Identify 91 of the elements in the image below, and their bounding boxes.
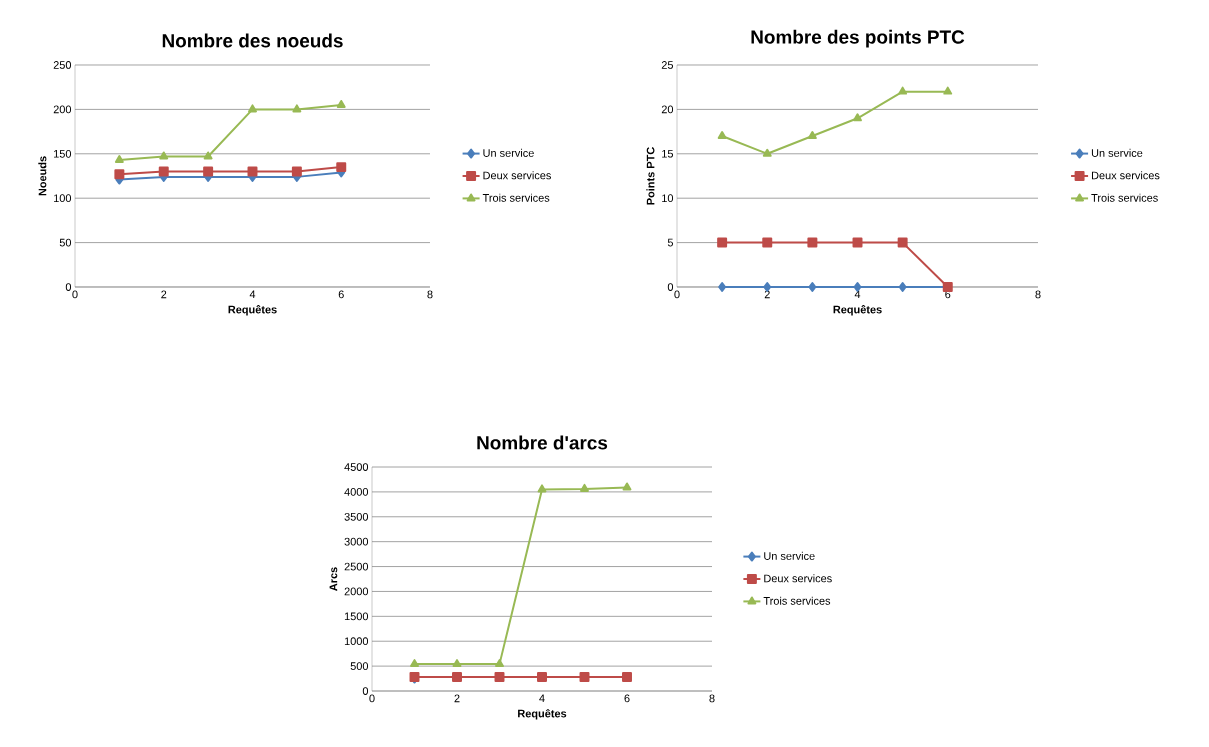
point [495,659,504,668]
y-tick-label: 2500 [344,562,369,571]
point [292,104,302,113]
x-axis-title: Requêtes [228,305,277,316]
legend-label: Trois services [763,596,831,605]
point [718,282,727,292]
x-axis-title: Requêtes [833,305,882,316]
point [943,86,953,95]
x-tick-label: 2 [764,290,770,299]
point [291,166,302,177]
y-tick-label: 25 [661,61,674,69]
y-tick-label: 10 [662,194,674,203]
y-tick-label: 3000 [344,537,369,546]
y-tick-label: 150 [54,149,72,158]
y-tick-label: 4500 [344,463,369,471]
legend-label: Un service [483,148,534,157]
point [762,148,772,157]
legend-label: Deux services [1091,171,1160,180]
x-tick-label: 4 [249,290,256,299]
x-tick-label: 6 [624,694,630,703]
point [452,672,462,683]
x-tick-label: 0 [369,694,375,703]
y-tick-label: 3500 [344,512,369,521]
y-tick-label: 500 [350,662,369,670]
point [410,659,419,668]
y-tick-label: 15 [662,149,674,158]
legend-label: Trois services [482,193,550,202]
point [114,155,124,163]
point [247,166,258,177]
point [494,672,505,683]
y-tick-label: 2000 [344,587,369,596]
point [203,166,214,177]
point [336,162,347,173]
y-tick-label: 100 [54,194,72,203]
y-tick-label: 50 [59,238,72,247]
x-tick-label: 2 [454,694,460,703]
x-tick-label: 8 [427,290,433,299]
point [897,237,908,248]
y-tick-label: 1500 [344,612,369,621]
y-tick-label: 1000 [344,637,369,646]
y-axis-title: Points PTC [646,147,655,205]
x-tick-label: 0 [674,290,680,299]
point [898,86,908,95]
y-tick-label: 0 [362,687,369,695]
point [336,99,346,108]
point [762,237,773,248]
point [717,237,728,248]
point [159,151,169,160]
y-axis-title: Noeuds [38,156,47,196]
x-axis-title: Requêtes [518,709,567,720]
point [580,483,589,492]
point [537,484,547,493]
legend-label: Deux services [764,574,832,583]
legend-label: Deux services [483,171,551,180]
point [114,169,125,180]
x-tick-label: 0 [72,290,78,299]
point [807,131,817,140]
point [452,659,462,668]
chart-title: Nombre des points PTC [751,29,965,48]
y-tick-label: 0 [667,283,674,291]
point [852,237,863,248]
x-tick-label: 6 [338,290,344,299]
x-tick-label: 8 [709,694,715,703]
point [248,104,257,113]
x-tick-label: 2 [161,290,167,299]
y-tick-label: 5 [667,238,674,247]
x-tick-label: 4 [854,290,861,299]
y-tick-label: 0 [65,283,72,291]
y-tick-label: 200 [53,105,72,114]
chart-title: Nombre d'arcs [477,435,608,450]
legend-label: Un service [764,551,815,560]
point [537,672,547,683]
x-tick-label: 8 [1035,290,1041,299]
point [717,131,727,140]
point [898,282,907,292]
point [203,151,213,160]
point [158,166,169,177]
point [622,482,632,491]
y-axis-title: Arcs [329,567,338,591]
y-tick-label: 20 [661,105,674,114]
point [579,672,590,683]
y-tick-label: 4000 [344,488,369,496]
x-tick-label: 4 [539,694,545,703]
point [808,282,817,292]
legend-label: Trois services [1091,193,1158,202]
point [853,113,862,122]
y-tick-label: 250 [53,61,72,69]
chart-title: Nombre des noeuds [162,33,343,48]
legend-label: Un service [1091,148,1143,157]
point [622,672,632,683]
point [807,237,818,248]
